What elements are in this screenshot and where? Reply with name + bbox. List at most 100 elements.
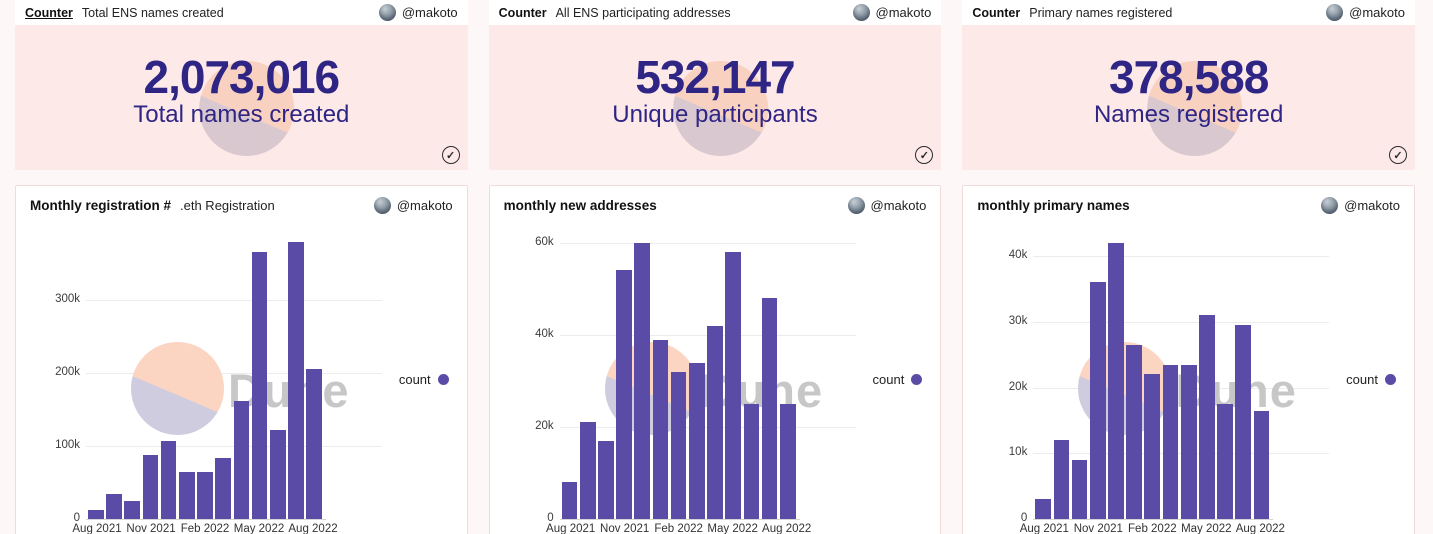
x-axis-line xyxy=(1033,519,1274,520)
y-tick-label: 0 xyxy=(1020,512,1028,524)
counter-body: 2,073,016 Total names created ✓ xyxy=(15,25,468,170)
bar xyxy=(652,339,669,519)
check-circle-icon: ✓ xyxy=(441,146,460,164)
query-link[interactable]: Counter xyxy=(498,5,547,20)
bar xyxy=(288,241,304,519)
bar xyxy=(142,455,159,519)
gridline xyxy=(86,372,382,374)
bar xyxy=(269,430,286,519)
bar xyxy=(688,362,705,519)
bar xyxy=(215,457,231,519)
chart-widget-monthly-primary-names: monthly primary names @makoto Dune 010k2… xyxy=(962,185,1415,534)
bar-series xyxy=(88,241,322,519)
counter-value: 532,147 xyxy=(635,50,795,103)
x-tick-label: Nov 2021 xyxy=(600,523,650,534)
counter-value: 378,588 xyxy=(1109,50,1269,103)
query-link[interactable]: monthly new addresses xyxy=(503,198,657,213)
x-tick-label: Nov 2021 xyxy=(1073,523,1123,534)
author: @makoto xyxy=(378,4,458,21)
y-tick-label: 20k xyxy=(1008,380,1028,393)
author-handle[interactable]: @makoto xyxy=(1344,198,1400,213)
bar xyxy=(1199,315,1215,519)
query-link[interactable]: Counter xyxy=(25,5,73,20)
bar xyxy=(1162,364,1179,519)
bar xyxy=(1144,374,1161,519)
y-axis: 0 20k 40k 60k xyxy=(510,236,554,524)
query-link[interactable]: Monthly registration # xyxy=(30,198,172,213)
author-handle[interactable]: @makoto xyxy=(875,5,932,20)
y-tick-label: 100k xyxy=(55,438,80,451)
bar xyxy=(743,403,760,519)
author-handle[interactable]: @makoto xyxy=(401,5,458,20)
query-link[interactable]: Counter xyxy=(972,5,1021,20)
x-tick-label: May 2022 xyxy=(707,523,758,534)
legend-dot-icon xyxy=(911,374,923,385)
author: @makoto xyxy=(852,4,932,21)
y-tick-label: 40k xyxy=(535,327,554,340)
y-tick-label: 10k xyxy=(1008,446,1028,459)
bar xyxy=(124,501,141,519)
widget-header: monthly primary names @makoto xyxy=(963,186,1414,222)
x-axis-line xyxy=(559,519,800,520)
legend-count[interactable]: count xyxy=(1346,372,1396,387)
check-circle-icon: ✓ xyxy=(915,146,934,164)
bar xyxy=(707,325,723,519)
author: @makoto xyxy=(373,197,453,214)
counter-widget-total-names: Counter Total ENS names created @makoto … xyxy=(15,0,468,170)
legend-label: count xyxy=(872,372,905,387)
counter-caption: Total names created xyxy=(133,100,350,128)
bar xyxy=(634,242,651,519)
dune-logo-icon xyxy=(131,342,224,435)
author-handle[interactable]: @makoto xyxy=(1349,5,1405,20)
author-handle[interactable]: @makoto xyxy=(396,198,453,213)
bar-series xyxy=(561,241,796,519)
x-tick-label: Aug 2021 xyxy=(72,523,122,534)
legend-count[interactable]: count xyxy=(873,372,923,387)
author-avatar[interactable] xyxy=(1326,4,1344,21)
widget-title: Total ENS names created xyxy=(81,5,224,20)
x-tick-label: Aug 2022 xyxy=(1235,523,1285,534)
x-tick-label: Aug 2022 xyxy=(288,523,338,534)
gridline xyxy=(559,242,856,244)
author-handle[interactable]: @makoto xyxy=(870,198,927,213)
bar xyxy=(1253,410,1270,519)
bar xyxy=(160,440,177,519)
counter-widget-participants: Counter All ENS participating addresses … xyxy=(488,0,942,170)
author-avatar[interactable] xyxy=(378,4,396,21)
counter-caption: Unique participants xyxy=(612,100,818,128)
legend-label: count xyxy=(398,372,431,387)
gridline xyxy=(1033,321,1330,323)
bar xyxy=(725,252,742,519)
bar xyxy=(561,482,578,519)
bar xyxy=(1053,440,1070,519)
author: @makoto xyxy=(1326,4,1405,21)
dune-logo-icon xyxy=(199,61,295,156)
dune-logo-icon xyxy=(673,61,769,156)
x-axis: Aug 2021 Nov 2021 Feb 2022 May 2022 Aug 2022 xyxy=(1020,523,1285,534)
counter-widget-primary-names: Counter Primary names registered @makoto… xyxy=(962,0,1415,170)
y-tick-label: 40k xyxy=(1008,249,1028,262)
bar-series xyxy=(1035,241,1270,519)
x-tick-label: May 2022 xyxy=(1181,523,1232,534)
legend-count[interactable]: count xyxy=(399,372,449,387)
bar xyxy=(670,371,687,519)
bar xyxy=(616,270,632,519)
x-tick-label: Feb 2022 xyxy=(1128,523,1177,534)
author-avatar[interactable] xyxy=(1321,197,1339,214)
gridline xyxy=(1033,256,1330,258)
widget-header: Counter Primary names registered @makoto xyxy=(962,0,1415,25)
query-link[interactable]: monthly primary names xyxy=(977,198,1130,213)
y-axis: 0 100k 200k 300k xyxy=(36,241,80,524)
author: @makoto xyxy=(1321,197,1400,214)
author-avatar[interactable] xyxy=(373,197,391,214)
bar xyxy=(178,472,195,519)
x-tick-label: Aug 2021 xyxy=(1019,523,1069,534)
author-avatar[interactable] xyxy=(847,197,865,214)
author-avatar[interactable] xyxy=(852,4,870,21)
y-axis: 0 10k 20k 30k 40k xyxy=(983,241,1028,524)
bar xyxy=(779,403,796,519)
